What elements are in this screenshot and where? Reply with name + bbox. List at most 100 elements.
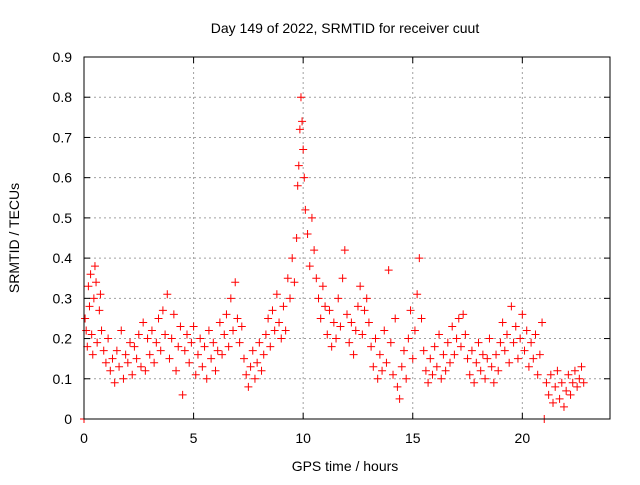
data-point xyxy=(419,346,428,355)
data-point xyxy=(84,282,93,291)
data-point xyxy=(174,342,183,351)
data-point xyxy=(566,390,575,399)
data-point xyxy=(266,342,275,351)
data-point xyxy=(163,290,172,299)
data-point xyxy=(296,93,305,102)
data-point xyxy=(509,338,518,347)
data-point xyxy=(481,374,490,383)
data-point xyxy=(83,342,92,351)
data-point xyxy=(204,326,213,335)
data-point xyxy=(242,370,251,379)
data-point xyxy=(257,366,266,375)
data-point xyxy=(180,346,189,355)
data-points xyxy=(80,93,588,423)
data-point xyxy=(239,354,248,363)
data-point xyxy=(327,342,336,351)
data-point xyxy=(437,374,446,383)
data-point xyxy=(250,374,259,383)
data-point xyxy=(88,350,97,359)
data-point xyxy=(461,330,470,339)
y-tick-label: 0.3 xyxy=(53,290,73,306)
x-axis-label: GPS time / hours xyxy=(292,458,399,474)
data-point xyxy=(95,306,104,315)
data-point xyxy=(139,318,148,327)
data-point xyxy=(511,322,520,331)
data-point xyxy=(531,330,540,339)
data-point xyxy=(559,402,568,411)
data-point xyxy=(147,326,156,335)
data-point xyxy=(562,386,571,395)
data-point xyxy=(233,314,242,323)
data-point xyxy=(454,314,463,323)
data-point xyxy=(176,322,185,331)
data-point xyxy=(332,334,341,343)
x-tick-label: 15 xyxy=(405,430,421,446)
data-point xyxy=(310,246,319,255)
data-point xyxy=(557,378,566,387)
data-point xyxy=(533,370,542,379)
data-point xyxy=(347,318,356,327)
data-point xyxy=(555,394,564,403)
y-tick-label: 0 xyxy=(64,411,72,427)
x-tick-label: 5 xyxy=(190,430,198,446)
data-point xyxy=(81,314,90,323)
y-tick-label: 0.4 xyxy=(53,250,73,266)
data-point xyxy=(279,302,288,311)
data-point xyxy=(338,274,347,283)
data-point xyxy=(570,366,579,375)
data-point xyxy=(295,125,304,134)
data-point xyxy=(502,330,511,339)
data-point xyxy=(136,362,145,371)
tick-marks-and-labels: 0 0.1 0.2 0.3 0.4 0.5 0.6 0.7 0.8 0.9 0 5 10 15 20 xyxy=(53,49,610,446)
data-point xyxy=(301,205,310,214)
data-point xyxy=(87,330,96,339)
data-point xyxy=(323,330,332,339)
x-tick-label: 0 xyxy=(80,430,88,446)
data-point xyxy=(104,334,113,343)
data-point xyxy=(404,334,413,343)
data-point xyxy=(244,382,253,391)
data-point xyxy=(99,346,108,355)
data-point xyxy=(281,326,290,335)
data-point xyxy=(553,366,562,375)
data-point xyxy=(235,338,244,347)
data-point xyxy=(439,350,448,359)
data-point xyxy=(189,322,198,331)
data-point xyxy=(229,326,238,335)
data-point xyxy=(143,334,152,343)
data-point xyxy=(200,342,209,351)
data-point xyxy=(577,362,586,371)
data-point xyxy=(516,334,525,343)
data-point xyxy=(487,362,496,371)
data-point xyxy=(522,326,531,335)
data-point xyxy=(253,358,262,367)
data-point xyxy=(369,362,378,371)
data-point xyxy=(90,262,99,271)
data-point xyxy=(134,330,143,339)
data-point xyxy=(450,350,459,359)
data-point xyxy=(353,302,362,311)
chart-title: Day 149 of 2022, SRMTID for receiver cuu… xyxy=(211,20,480,36)
data-point xyxy=(110,378,119,387)
data-point xyxy=(472,358,481,367)
data-point xyxy=(432,362,441,371)
data-point xyxy=(415,254,424,263)
data-point xyxy=(213,346,222,355)
data-point xyxy=(112,346,121,355)
data-point xyxy=(334,294,343,303)
data-point xyxy=(413,290,422,299)
data-point xyxy=(101,358,110,367)
data-point xyxy=(222,310,231,319)
data-point xyxy=(300,173,309,182)
data-point xyxy=(391,314,400,323)
data-point xyxy=(564,370,573,379)
data-point xyxy=(85,302,94,311)
data-point xyxy=(312,274,321,283)
data-point xyxy=(298,117,307,126)
data-point xyxy=(86,270,95,279)
data-point xyxy=(158,306,167,315)
data-point xyxy=(209,338,218,347)
data-point xyxy=(389,370,398,379)
data-point xyxy=(505,358,514,367)
